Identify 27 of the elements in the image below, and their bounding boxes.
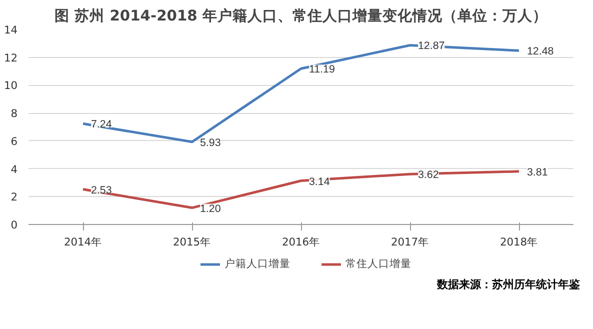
data-label: 1.20 (200, 202, 221, 215)
data-label: 5.93 (200, 136, 221, 149)
chart-title: 图 苏州 2014-2018 年户籍人口、常住人口增量变化情况（单位：万人） (54, 6, 548, 24)
y-tick-label: 14 (4, 24, 18, 36)
x-tick-label: 2015年 (172, 236, 212, 248)
source-note: 数据来源：苏州历年统计年鉴 (437, 277, 580, 293)
x-tick-label: 2017年 (390, 236, 430, 248)
data-label: 11.19 (309, 64, 335, 76)
x-tick-label: 2014年 (64, 236, 102, 248)
data-label: 7.24 (91, 118, 112, 131)
y-tick-label: 8 (10, 107, 18, 120)
y-tick-label: 10 (4, 79, 18, 92)
data-label: 12.48 (527, 46, 554, 58)
data-label: 12.87 (418, 40, 445, 52)
x-tick-label: 2016年 (282, 236, 320, 248)
legend-label: 户籍人口增量 (224, 257, 290, 271)
data-label: 3.14 (309, 176, 330, 188)
y-tick-label: 4 (10, 162, 18, 176)
y-tick-label: 6 (10, 134, 18, 148)
data-label: 2.53 (91, 184, 112, 196)
legend-label: 常住人口增量 (346, 257, 412, 271)
y-tick-label: 0 (10, 218, 18, 232)
y-tick-label: 12 (4, 51, 18, 64)
y-tick-label: 2 (10, 190, 18, 204)
x-tick-label: 2018年 (500, 236, 538, 248)
data-label: 3.62 (418, 169, 439, 182)
data-label: 3.81 (527, 166, 548, 178)
